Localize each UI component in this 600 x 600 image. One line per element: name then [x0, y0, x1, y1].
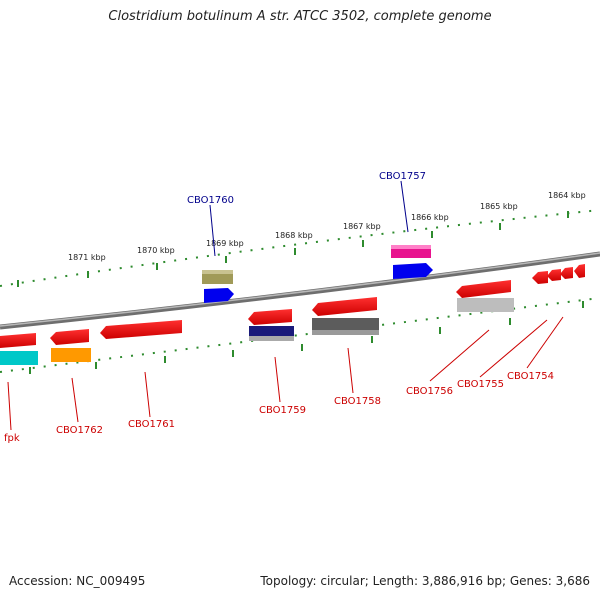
- forward-genes: [202, 245, 433, 303]
- reverse-genes: [0, 264, 585, 365]
- gene-arrow-red[interactable]: [248, 309, 292, 325]
- genome-summary-text: Topology: circular; Length: 3,886,916 bp…: [260, 574, 590, 588]
- tick-label: 1866 kbp: [411, 213, 449, 222]
- gene-label-cbo1754[interactable]: CBO1754: [507, 371, 554, 382]
- gene-label-cbo1757[interactable]: CBO1757: [379, 171, 426, 182]
- gene-arrow-red[interactable]: [50, 329, 89, 345]
- gene-label-cbo1755[interactable]: CBO1755: [457, 379, 504, 390]
- tick-label: 1868 kbp: [275, 231, 313, 240]
- gene-label-cbo1756[interactable]: CBO1756: [406, 386, 453, 397]
- gene-arrow-red[interactable]: [456, 280, 511, 298]
- gene-arrow-red[interactable]: [560, 267, 573, 279]
- gene-arrow-red[interactable]: [574, 264, 585, 278]
- tick-label: 1870 kbp: [137, 246, 175, 255]
- tick-label: 1871 kbp: [68, 253, 106, 262]
- tick-label: 1865 kbp: [480, 202, 518, 211]
- gene-arrow-blue[interactable]: [204, 288, 234, 303]
- tick-labels: 1871 kbp 1870 kbp 1869 kbp 1868 kbp 1867…: [68, 191, 586, 262]
- gene-label-cbo1760[interactable]: CBO1760: [187, 195, 234, 206]
- gene-arrow-red[interactable]: [532, 271, 548, 284]
- gene-arrow-red[interactable]: [0, 333, 36, 348]
- outer-major-ticks: [17, 211, 569, 287]
- gene-label-cbo1759[interactable]: CBO1759: [259, 405, 306, 416]
- outer-tick-track: [0, 209, 600, 287]
- accession-text: Accession: NC_009495: [9, 574, 146, 588]
- forward-gene-labels: CBO1760 CBO1757: [187, 171, 426, 206]
- label-connectors: [7, 180, 564, 431]
- gene-label-cbo1761[interactable]: CBO1761: [128, 419, 175, 430]
- page-title: Clostridium botulinum A str. ATCC 3502, …: [108, 9, 492, 24]
- gene-arrow-red[interactable]: [312, 297, 377, 316]
- gene-block-darkgray[interactable]: [312, 318, 379, 332]
- genome-backbone: [0, 251, 600, 330]
- gene-arrow-red[interactable]: [547, 269, 561, 281]
- gene-label-cbo1762[interactable]: CBO1762: [56, 425, 103, 436]
- gene-block-lightgray[interactable]: [457, 298, 514, 312]
- gene-block-orange[interactable]: [51, 348, 91, 362]
- gene-arrow-red[interactable]: [100, 320, 182, 339]
- gene-block-cyan[interactable]: [0, 351, 38, 365]
- gene-block-navy[interactable]: [249, 326, 294, 338]
- tick-label: 1867 kbp: [343, 222, 381, 231]
- gene-label-cbo1758[interactable]: CBO1758: [334, 396, 381, 407]
- tick-label: 1864 kbp: [548, 191, 586, 200]
- gene-arrow-blue[interactable]: [393, 263, 433, 279]
- gene-label-fpk[interactable]: fpk: [4, 433, 20, 444]
- tick-label: 1869 kbp: [206, 239, 244, 248]
- inner-major-ticks: [29, 301, 584, 374]
- reverse-gene-labels: fpk CBO1762 CBO1761 CBO1759 CBO1758 CBO1…: [4, 371, 554, 444]
